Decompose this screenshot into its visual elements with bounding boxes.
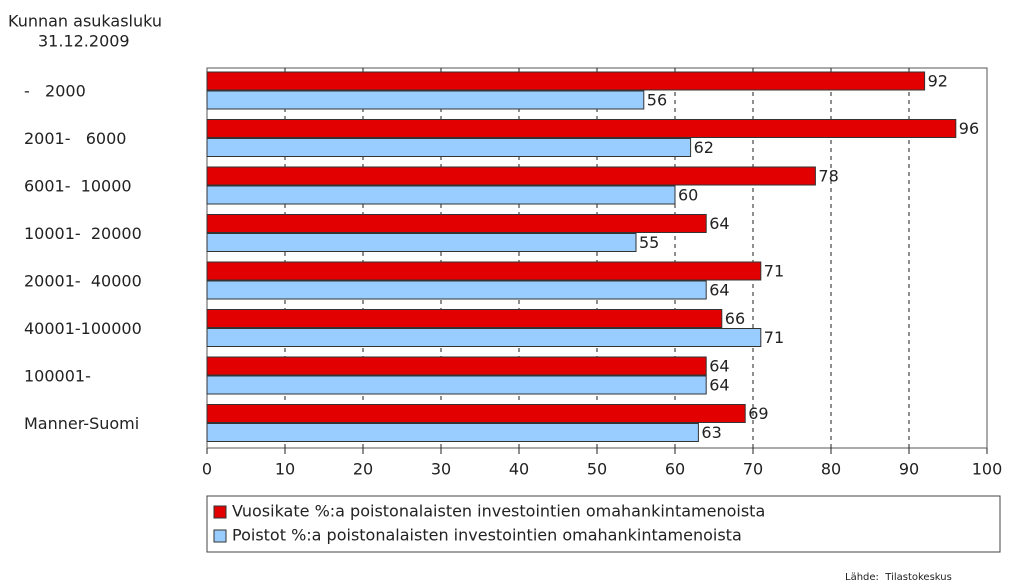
legend-label: Poistot %:a poistonalaisten investointie… [232, 526, 742, 545]
bar [206, 71, 926, 91]
y-tick-label: 100001- [24, 366, 91, 385]
x-tick-label: 20 [353, 460, 373, 479]
y-tick-label: - 2000 [24, 81, 86, 100]
bar [206, 404, 746, 423]
bar [206, 261, 762, 281]
y-tick-label: 6001- 10000 [24, 176, 132, 195]
legend-swatch [213, 505, 227, 519]
value-label: 64 [709, 281, 729, 300]
y-tick-label: Manner-Suomi [24, 414, 139, 433]
bar [206, 375, 707, 395]
value-label: 92 [928, 72, 948, 91]
legend-box [206, 495, 1001, 553]
x-tick-label: 60 [665, 460, 685, 479]
bar [206, 166, 816, 186]
y-tick-label: 40001-100000 [24, 319, 142, 338]
source: Lähde: Tilastokeskus [845, 572, 952, 583]
chart-title: Kunnan asukasluku [8, 12, 162, 31]
value-label: 62 [694, 138, 714, 157]
x-tick-label: 80 [821, 460, 841, 479]
bar [206, 214, 707, 233]
value-label: 78 [818, 167, 838, 186]
value-label: 56 [647, 91, 667, 110]
bar [206, 423, 699, 442]
bar [206, 280, 707, 300]
chart-title: 31.12.2009 [38, 32, 130, 51]
value-label: 96 [959, 119, 979, 138]
value-label: 64 [709, 357, 729, 376]
x-tick-label: 40 [509, 460, 529, 479]
y-tick-label: 10001- 20000 [24, 224, 142, 243]
bar [206, 138, 692, 157]
y-tick-label: 2001- 6000 [24, 129, 126, 148]
value-label: 64 [709, 214, 729, 233]
legend-label: Vuosikate %:a poistonalaisten investoint… [232, 502, 765, 521]
x-tick-label: 10 [275, 460, 295, 479]
bar [206, 328, 762, 347]
value-label: 55 [639, 233, 659, 252]
bar [206, 90, 645, 110]
bar [206, 185, 676, 205]
bar [206, 119, 957, 138]
value-label: 66 [725, 309, 745, 328]
x-tick-label: 30 [431, 460, 451, 479]
legend-swatch [213, 529, 227, 543]
bar [206, 233, 637, 252]
value-label: 69 [748, 404, 768, 423]
value-label: 71 [764, 328, 784, 347]
bar [206, 356, 707, 376]
value-label: 60 [678, 186, 698, 205]
x-tick-label: 70 [743, 460, 763, 479]
value-label: 63 [701, 423, 721, 442]
value-label: 71 [764, 262, 784, 281]
value-label: 64 [709, 376, 729, 395]
x-tick-label: 100 [972, 460, 1003, 479]
x-tick-label: 90 [899, 460, 919, 479]
bar [206, 309, 723, 328]
y-tick-label: 20001- 40000 [24, 271, 142, 290]
x-tick-label: 50 [587, 460, 607, 479]
x-tick-label: 0 [202, 460, 212, 479]
